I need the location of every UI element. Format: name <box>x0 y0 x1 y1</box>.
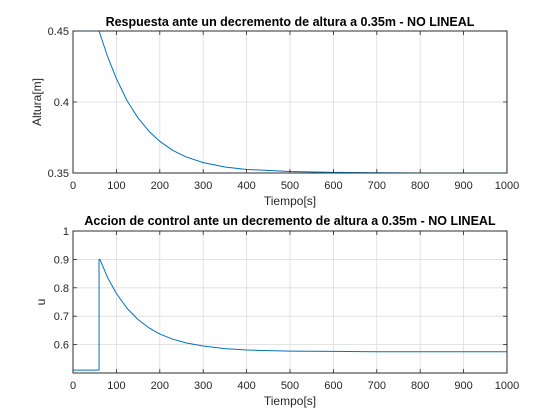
control-xtick-label: 900 <box>454 380 472 392</box>
control-ytick-label: 1 <box>63 226 69 238</box>
control-grid <box>73 231 507 373</box>
altura-ylabel: Altura[m] <box>30 78 44 126</box>
altura-xtick-label: 300 <box>194 180 212 192</box>
control-ticks: 0 100 200 300 400 500 600 700 800 900 1000 0.6 0.7 0.… <box>54 226 520 392</box>
altura-xtick-label: 700 <box>368 180 386 192</box>
control-xtick-label: 700 <box>368 380 386 392</box>
control-xtick-label: 400 <box>237 380 255 392</box>
control-ytick-label: 0.9 <box>54 254 69 266</box>
altura-ytick-label: 0.45 <box>48 26 69 38</box>
altura-xtick-label: 100 <box>107 180 125 192</box>
altura-xtick-label: 200 <box>151 180 169 192</box>
control-series <box>73 258 507 371</box>
control-xtick-label: 100 <box>107 380 125 392</box>
control-xlabel: Tiempo[s] <box>264 394 316 408</box>
control-ytick-label: 0.6 <box>54 340 69 352</box>
control-ytick-label: 0.7 <box>54 311 69 323</box>
altura-ytick-label: 0.4 <box>54 97 69 109</box>
control-xtick-label: 800 <box>411 380 429 392</box>
control-xtick-label: 200 <box>151 380 169 392</box>
altura-xtick-label: 600 <box>324 180 342 192</box>
altura-plot: 0 100 200 300 400 500 600 700 800 900 1000 0.35 0.4 0… <box>30 15 519 208</box>
control-line <box>73 258 507 371</box>
altura-xtick-label: 900 <box>454 180 472 192</box>
control-xtick-label: 0 <box>70 380 76 392</box>
altura-xtick-label: 500 <box>281 180 299 192</box>
altura-xtick-label: 0 <box>70 180 76 192</box>
control-title: Accion de control ante un decremento de … <box>84 214 496 228</box>
control-plot: 0 100 200 300 400 500 600 700 800 900 1000 0.6 0.7 0.… <box>34 214 519 408</box>
control-xtick-label: 1000 <box>495 380 519 392</box>
control-ylabel: u <box>34 299 48 306</box>
altura-xtick-label: 400 <box>237 180 255 192</box>
altura-xlabel: Tiempo[s] <box>264 194 316 208</box>
altura-ytick-label: 0.35 <box>48 168 69 180</box>
altura-grid <box>73 31 507 173</box>
control-xtick-label: 500 <box>281 380 299 392</box>
altura-xtick-label: 800 <box>411 180 429 192</box>
control-ytick-label: 0.8 <box>54 283 69 295</box>
altura-xtick-label: 1000 <box>495 180 519 192</box>
altura-title: Respuesta ante un decremento de altura a… <box>106 15 475 29</box>
control-xtick-label: 600 <box>324 380 342 392</box>
control-xtick-label: 300 <box>194 380 212 392</box>
altura-ticks: 0 100 200 300 400 500 600 700 800 900 1000 0.35 0.4 0… <box>48 26 520 192</box>
